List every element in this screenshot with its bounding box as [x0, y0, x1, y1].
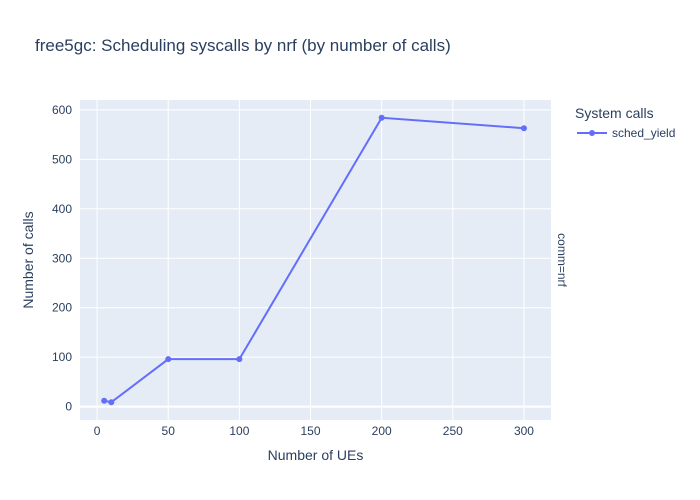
- data-point[interactable]: [236, 356, 243, 363]
- y-tick-label: 400: [52, 202, 72, 216]
- chart-title: free5gc: Scheduling syscalls by nrf (by …: [35, 36, 451, 55]
- y-tick-label: 300: [52, 251, 72, 265]
- x-tick-label: 100: [229, 424, 249, 438]
- gridlines: [80, 100, 551, 420]
- x-axis-title: Number of UEs: [268, 447, 364, 463]
- legend[interactable]: System calls sched_yield: [575, 105, 675, 140]
- x-axis-ticks: 0 50 100 150 200 250 300: [94, 424, 535, 438]
- x-tick-label: 300: [514, 424, 534, 438]
- data-point[interactable]: [108, 399, 115, 406]
- y-tick-label: 200: [52, 301, 72, 315]
- x-tick-label: 200: [372, 424, 392, 438]
- x-tick-label: 250: [443, 424, 463, 438]
- series-layer: [101, 114, 527, 406]
- data-point[interactable]: [378, 114, 385, 121]
- data-point[interactable]: [520, 125, 527, 132]
- legend-marker-swatch: [589, 130, 595, 136]
- legend-title: System calls: [575, 105, 654, 121]
- legend-entry-label[interactable]: sched_yield: [612, 126, 675, 140]
- x-tick-label: 0: [94, 424, 101, 438]
- y-tick-label: 500: [52, 152, 72, 166]
- x-tick-label: 50: [162, 424, 176, 438]
- data-point[interactable]: [165, 356, 172, 363]
- x-tick-label: 150: [301, 424, 321, 438]
- data-point[interactable]: [101, 397, 108, 404]
- y-axis-title: Number of calls: [20, 211, 36, 308]
- y-tick-label: 0: [65, 400, 72, 414]
- y-tick-label: 600: [52, 103, 72, 117]
- y-tick-label: 100: [52, 350, 72, 364]
- y-axis-ticks: 0 100 200 300 400 500 600: [52, 103, 72, 414]
- facet-label: comm=nrf: [555, 233, 569, 287]
